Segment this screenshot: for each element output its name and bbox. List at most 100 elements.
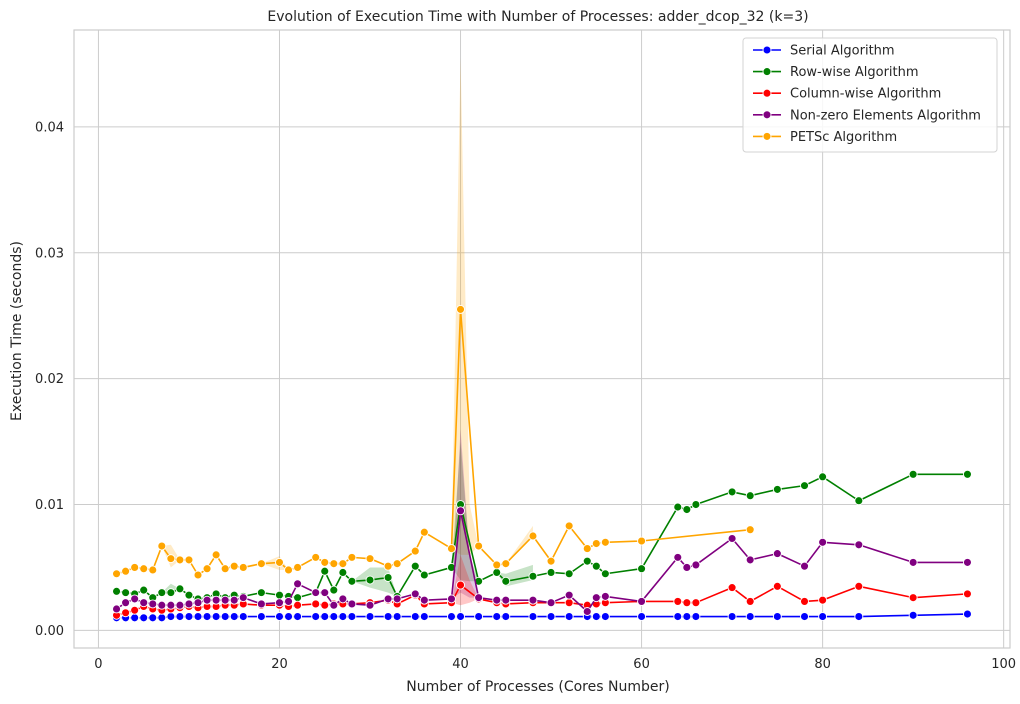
- data-point: [447, 594, 456, 604]
- data-point: [365, 575, 375, 585]
- data-point: [908, 557, 918, 567]
- data-point: [193, 612, 203, 621]
- data-point: [139, 613, 149, 623]
- data-point: [211, 612, 221, 621]
- data-point: [818, 612, 828, 621]
- data-point: [474, 541, 484, 551]
- data-point: [963, 557, 972, 567]
- data-point: [311, 612, 321, 621]
- data-point: [419, 527, 429, 537]
- data-point: [564, 590, 574, 600]
- data-point: [637, 564, 647, 574]
- data-point: [347, 576, 357, 586]
- data-point: [673, 596, 683, 606]
- legend-marker: [762, 88, 772, 98]
- data-point: [139, 598, 149, 608]
- data-point: [275, 590, 284, 600]
- data-point: [383, 573, 393, 582]
- legend-item-column-wise-algorithm: Column-wise Algorithm: [753, 87, 941, 102]
- data-point: [546, 598, 556, 608]
- data-point: [383, 561, 393, 571]
- data-point: [691, 500, 701, 509]
- data-point: [193, 570, 203, 580]
- data-point: [474, 612, 484, 621]
- data-point: [275, 598, 284, 608]
- data-point: [564, 521, 574, 531]
- data-point: [311, 599, 321, 609]
- legend-marker: [762, 67, 772, 77]
- data-point: [121, 598, 131, 608]
- data-point: [329, 600, 339, 610]
- data-point: [637, 536, 647, 546]
- data-point: [600, 612, 610, 621]
- x-tick-label: 40: [452, 657, 469, 672]
- data-point: [410, 561, 420, 571]
- data-point: [157, 613, 167, 623]
- data-point: [501, 576, 511, 586]
- data-point: [854, 496, 864, 506]
- data-point: [818, 537, 828, 547]
- confidence-band-row-wise-algorithm: [451, 441, 479, 582]
- data-point: [727, 534, 737, 543]
- series-lines: [112, 304, 972, 623]
- data-point: [564, 598, 574, 608]
- data-point: [854, 612, 864, 621]
- data-point: [546, 568, 556, 577]
- data-point: [963, 469, 972, 479]
- data-point: [456, 580, 465, 590]
- data-point: [130, 613, 140, 623]
- data-point: [854, 540, 864, 550]
- data-point: [772, 549, 782, 559]
- data-point: [220, 564, 230, 574]
- data-point: [492, 612, 502, 621]
- data-point: [800, 612, 809, 621]
- data-point: [745, 525, 755, 535]
- x-tick-label: 20: [271, 657, 288, 672]
- data-point: [311, 588, 321, 598]
- data-point: [121, 608, 131, 618]
- data-point: [293, 600, 303, 610]
- legend-label: Non-zero Elements Algorithm: [790, 108, 981, 123]
- data-point: [492, 568, 502, 577]
- data-point: [329, 612, 339, 621]
- data-point: [275, 557, 284, 567]
- x-tick-label: 60: [633, 657, 650, 672]
- data-point: [329, 585, 339, 595]
- data-point: [600, 537, 610, 547]
- data-point: [365, 612, 375, 621]
- data-point: [175, 555, 185, 565]
- data-point: [637, 612, 647, 621]
- x-tick-label: 100: [991, 657, 1016, 672]
- data-point: [112, 586, 121, 596]
- data-point: [338, 568, 348, 577]
- legend-marker: [762, 131, 772, 141]
- data-point: [220, 612, 230, 621]
- data-point: [492, 595, 502, 605]
- data-point: [347, 599, 357, 609]
- confidence-band-column-wise-algorithm: [451, 554, 479, 606]
- data-point: [447, 544, 456, 554]
- data-point: [447, 612, 456, 621]
- data-point: [682, 505, 692, 514]
- data-point: [691, 612, 701, 621]
- data-point: [691, 598, 701, 608]
- data-point: [673, 502, 683, 512]
- data-point: [772, 581, 782, 591]
- data-point: [211, 550, 221, 560]
- x-axis-label: Number of Processes (Cores Number): [406, 679, 669, 695]
- data-point: [311, 552, 321, 562]
- data-point: [293, 562, 303, 572]
- series-petsc-algorithm: [112, 304, 755, 580]
- data-point: [148, 613, 158, 623]
- data-point: [166, 600, 176, 610]
- data-point: [745, 555, 755, 565]
- legend-label: Column-wise Algorithm: [790, 87, 941, 102]
- data-point: [338, 594, 348, 604]
- data-point: [501, 612, 511, 621]
- plot-area: [73, 29, 1011, 649]
- series-line: [116, 613, 968, 619]
- data-point: [338, 559, 348, 569]
- data-point: [238, 612, 248, 621]
- y-axis-ticks: 0.00 0.01 0.02 0.03 0.04: [35, 120, 64, 638]
- data-point: [546, 556, 556, 566]
